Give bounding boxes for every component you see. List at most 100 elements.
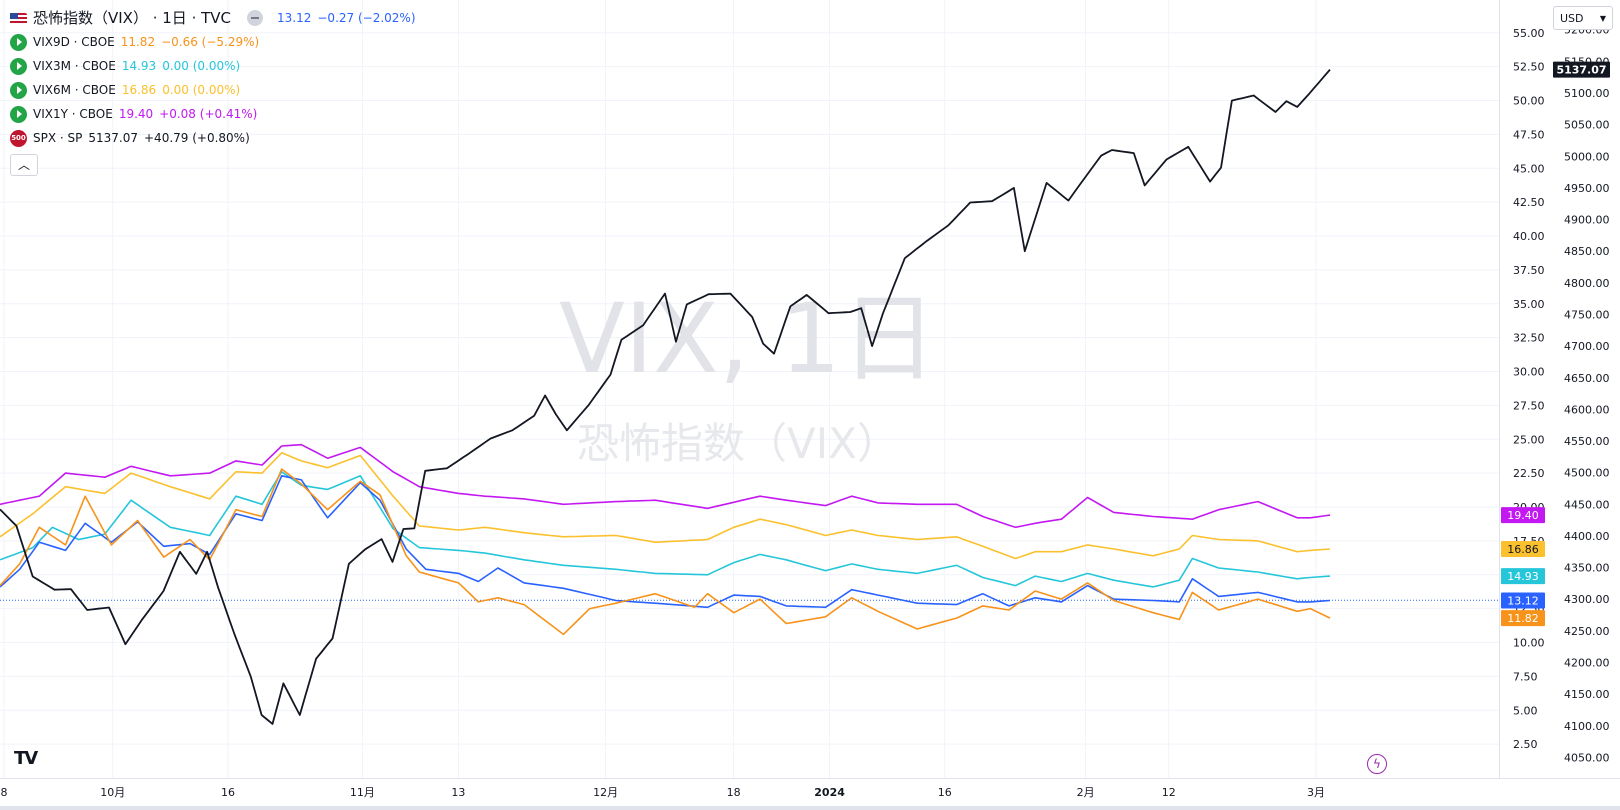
x-axis-tick-label: 2024 — [814, 786, 845, 799]
left-axis-tick-label: 35.00 — [1513, 298, 1545, 311]
legend-row-4[interactable]: 500 SPX · SP 5137.07 +40.79 (+0.80%) — [10, 126, 422, 150]
right-axis-tick-label: 4550.00 — [1564, 435, 1610, 448]
right-axis-tick-label: 4950.00 — [1564, 182, 1610, 195]
legend-row-3[interactable]: VIX1Y · CBOE 19.40 +0.08 (+0.41%) — [10, 102, 422, 126]
last-value-bg — [1501, 507, 1545, 524]
last-value-text: 5137.07 — [1556, 64, 1606, 77]
left-axis-tick-label: 2.50 — [1513, 738, 1538, 751]
right-axis-tick-label: 5050.00 — [1564, 119, 1610, 132]
legend-change: +40.79 (+0.80%) — [144, 131, 250, 145]
right-axis-tick-label: 4100.00 — [1564, 720, 1610, 733]
left-axis-tick-label: 22.50 — [1513, 467, 1545, 480]
green-arrow-icon — [10, 57, 27, 75]
legend-change: 0.00 (0.00%) — [162, 59, 241, 73]
right-axis-tick-label: 4900.00 — [1564, 214, 1610, 227]
x-axis-tick-label: 16 — [938, 786, 952, 799]
x-axis-tick-label: 13 — [451, 786, 465, 799]
left-axis-tick-label: 50.00 — [1513, 95, 1545, 108]
currency-label: USD — [1560, 11, 1584, 25]
legend-change: −0.66 (−5.29%) — [161, 35, 260, 49]
x-axis-tick-label: 12 — [1162, 786, 1176, 799]
lightning-icon[interactable]: ϟ — [1367, 754, 1387, 774]
last-value-label-vix3m: 14.93 — [1501, 568, 1545, 585]
right-axis-tick-label: 4450.00 — [1564, 498, 1610, 511]
chevron-down-icon: ▼ — [1599, 13, 1606, 23]
symbol-title[interactable]: 恐怖指数（VIX） · 1日 · TVC — [33, 9, 232, 27]
right-axis-tick-label: 4200.00 — [1564, 657, 1610, 670]
legend-value: 11.82 — [120, 35, 156, 49]
hide-indicator-button[interactable] — [247, 10, 264, 26]
green-arrow-icon — [10, 105, 27, 123]
left-axis-tick-label: 5.00 — [1513, 704, 1538, 717]
right-axis-bg — [1499, 0, 1620, 810]
right-axis-tick-label: 4050.00 — [1564, 751, 1610, 764]
last-value-labels: 19.40 16.86 14.93 13.12 11.82 5137.07 — [1501, 61, 1610, 627]
last-value-bg — [1501, 592, 1545, 609]
right-axis-tick-label: 4650.00 — [1564, 372, 1610, 385]
main-change: −0.27 (−2.02%) — [317, 11, 416, 25]
x-axis-tick-label: 3月 — [1307, 786, 1325, 799]
left-axis-tick-label: 55.00 — [1513, 27, 1545, 40]
right-axis-tick-label: 4250.00 — [1564, 625, 1610, 638]
x-axis-tick-label: 18 — [727, 786, 741, 799]
last-value-bg — [1553, 61, 1610, 78]
right-axis-tick-label: 5000.00 — [1564, 150, 1610, 163]
right-axis-tick-label: 4300.00 — [1564, 593, 1610, 606]
bottom-strip — [0, 806, 1620, 810]
right-axis-tick-label: 4750.00 — [1564, 308, 1610, 321]
legend-row-0[interactable]: VIX9D · CBOE 11.82 −0.66 (−5.29%) — [10, 30, 422, 54]
right-axis-tick-label: 4350.00 — [1564, 562, 1610, 575]
legend-row-1[interactable]: VIX3M · CBOE 14.93 0.00 (0.00%) — [10, 54, 422, 78]
legend-change: +0.08 (+0.41%) — [159, 107, 258, 121]
last-value-text: 16.86 — [1507, 543, 1539, 556]
right-axis-tick-label: 4800.00 — [1564, 277, 1610, 290]
watermark-line2: 恐怖指数（VIX） — [577, 419, 899, 468]
last-value-text: 19.40 — [1507, 509, 1539, 522]
x-axis-tick-label: 8 — [1, 786, 8, 799]
series-layer — [0, 69, 1499, 725]
left-axis-tick-label: 27.50 — [1513, 399, 1545, 412]
left-axis-tick-label: 7.50 — [1513, 670, 1538, 683]
x-axis-tick-label: 16 — [221, 786, 235, 799]
x-axis-tick-label: 2月 — [1077, 786, 1095, 799]
last-value-text: 13.12 — [1507, 594, 1539, 607]
last-value-bg — [1501, 610, 1545, 627]
last-value-bg — [1501, 541, 1545, 558]
legend-value: 16.86 — [121, 83, 157, 97]
green-arrow-icon — [10, 33, 27, 51]
x-axis-bg — [0, 778, 1620, 810]
last-value-label-vix9d: 11.82 — [1501, 610, 1545, 627]
left-axis-tick-label: 47.50 — [1513, 128, 1545, 141]
sp500-icon: 500 — [10, 129, 27, 147]
left-axis-tick-label: 42.50 — [1513, 196, 1545, 209]
legend-value: 5137.07 — [88, 131, 138, 145]
legend-row-2[interactable]: VIX6M · CBOE 16.86 0.00 (0.00%) — [10, 78, 422, 102]
last-value-bg — [1501, 568, 1545, 585]
legend-symbol: VIX1Y · CBOE — [33, 107, 113, 121]
x-axis-tick-label: 11月 — [350, 786, 375, 799]
series-line-vix3m — [0, 471, 1331, 588]
x-axis-tick-label: 12月 — [593, 786, 618, 799]
right-axis-tick-label: 5100.00 — [1564, 87, 1610, 100]
left-axis-tick-label: 10.00 — [1513, 637, 1545, 650]
right-axis-tick-label: 4600.00 — [1564, 403, 1610, 416]
legend-main-row[interactable]: 恐怖指数（VIX） · 1日 · TVC 13.12 −0.27 (−2.02%… — [10, 6, 422, 30]
main-value: 13.12 — [277, 11, 312, 25]
chevron-up-icon: ︿ — [17, 158, 30, 172]
series-line-vix9d — [0, 468, 1331, 636]
right-axis-tick-label: 4850.00 — [1564, 245, 1610, 258]
collapse-legend-button[interactable]: ︿ — [10, 154, 38, 176]
legend-value: 14.93 — [121, 59, 157, 73]
tradingview-logo-icon[interactable]: TV — [14, 748, 38, 769]
left-axis-tick-label: 25.00 — [1513, 433, 1545, 446]
legend-symbol: VIX3M · CBOE — [33, 59, 116, 73]
legend-value: 19.40 — [118, 107, 154, 121]
last-value-text: 11.82 — [1507, 612, 1539, 625]
last-value-label-vix: 13.12 — [1501, 592, 1545, 609]
series-line-vix1y — [0, 443, 1331, 529]
left-axis-tick-label: 52.50 — [1513, 61, 1545, 74]
left-axis-tick-label: 37.50 — [1513, 264, 1545, 277]
currency-selector[interactable]: USD ▼ — [1553, 6, 1613, 30]
